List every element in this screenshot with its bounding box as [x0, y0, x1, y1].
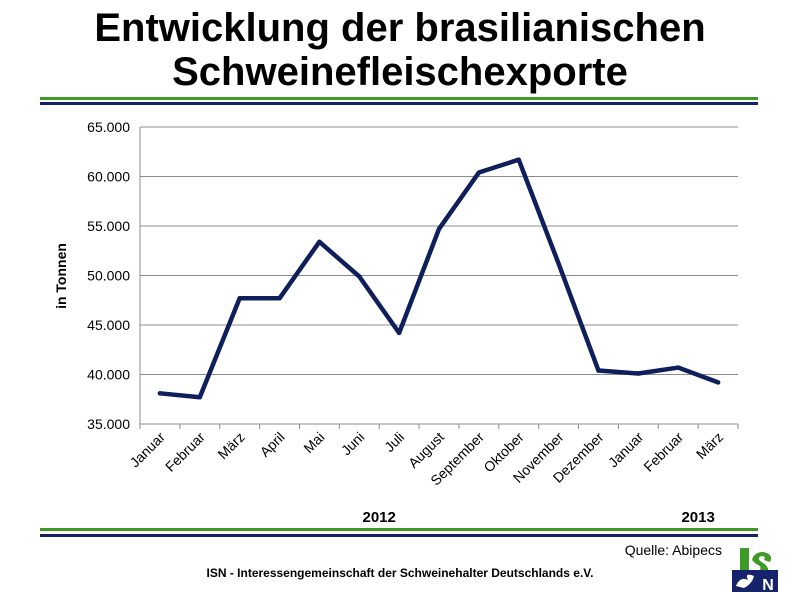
data-series: [157, 157, 721, 400]
y-tick-label: 65.000: [87, 119, 130, 135]
footer-divider-green: [40, 528, 758, 531]
data-point: [516, 157, 521, 162]
footer-organization: ISN - Interessengemeinschaft der Schwein…: [206, 566, 594, 580]
source-label: Quelle: Abipecs: [624, 542, 722, 558]
y-tick-label: 40.000: [87, 367, 130, 383]
slide-title: Entwicklung der brasilianischen Schweine…: [0, 6, 800, 94]
y-tick-label: 50.000: [87, 268, 130, 284]
x-tick-label: Februar: [162, 429, 208, 475]
chart-gridlines: [140, 126, 738, 375]
data-point: [277, 296, 282, 301]
x-tick-label: März: [214, 429, 247, 462]
y-tick-label: 45.000: [87, 317, 130, 333]
year-label: 2013: [681, 509, 714, 526]
y-axis-label: in Tonnen: [53, 243, 69, 309]
title-line-2: Schweinefleischexporte: [172, 50, 628, 94]
data-point: [197, 395, 202, 400]
data-point: [357, 274, 362, 279]
year-label: 2012: [363, 509, 396, 526]
data-point: [237, 296, 242, 301]
title-divider-navy: [40, 102, 758, 105]
isn-logo: N: [730, 546, 780, 594]
data-point: [436, 226, 442, 232]
data-point: [317, 239, 322, 245]
data-point: [157, 391, 163, 396]
x-tick-label: März: [693, 429, 726, 462]
data-point: [396, 330, 402, 336]
svg-text:N: N: [762, 577, 774, 594]
footer-divider-navy: [40, 534, 758, 537]
year-labels: 2012 2013: [363, 509, 715, 526]
title-line-1: Entwicklung der brasilianischen: [94, 6, 706, 50]
y-axis-ticks: 35.000 40.000 45.000 50.000 55.000 60.000 65.0…: [87, 119, 130, 432]
data-point: [715, 380, 721, 385]
x-tick-label: Mai: [300, 429, 327, 456]
data-point: [556, 261, 561, 266]
series-line: [157, 157, 721, 400]
x-tick-label: Juli: [381, 429, 407, 455]
y-tick-label: 55.000: [87, 218, 130, 234]
x-tick-label: April: [257, 429, 288, 460]
x-tick-label: Februar: [640, 429, 686, 475]
y-tick-label: 60.000: [87, 169, 130, 185]
chart-axes: [139, 127, 738, 425]
data-point: [676, 365, 681, 370]
y-tick-label: 35.000: [87, 416, 130, 432]
data-point: [476, 170, 482, 175]
data-point: [636, 371, 641, 376]
data-point: [596, 368, 601, 373]
title-divider-green: [40, 97, 758, 100]
x-tick-label: Juni: [338, 429, 367, 458]
